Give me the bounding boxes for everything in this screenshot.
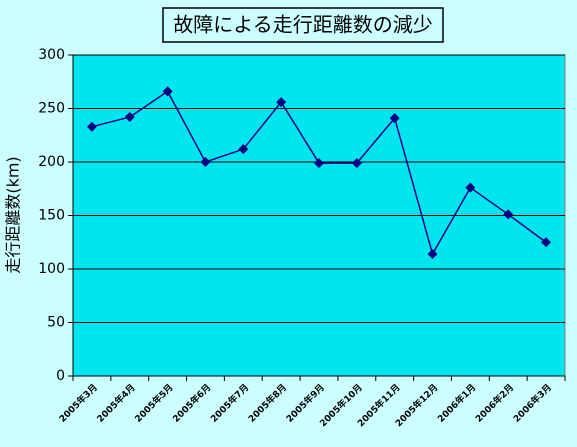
y-tick-label: 100 xyxy=(38,261,65,277)
title-box xyxy=(162,7,444,43)
marker xyxy=(124,112,135,123)
marker xyxy=(389,113,400,124)
y-tick-label: 0 xyxy=(56,368,65,384)
marker xyxy=(200,157,211,167)
y-axis-label: 走行距離数(km) xyxy=(4,156,23,273)
marker xyxy=(314,158,324,169)
marker xyxy=(351,158,362,169)
y-tick-label: 200 xyxy=(38,154,65,170)
chart-title: 故障による走行距離数の減少 xyxy=(173,13,432,37)
marker xyxy=(503,209,514,220)
marker xyxy=(238,144,249,155)
marker xyxy=(465,182,476,193)
marker xyxy=(276,97,287,108)
y-tick-label: 150 xyxy=(38,208,65,224)
marker xyxy=(541,237,552,248)
marker xyxy=(86,121,97,132)
y-tick-label: 300 xyxy=(38,47,65,63)
y-tick-label: 250 xyxy=(38,101,65,117)
marker xyxy=(162,86,173,97)
marker xyxy=(427,249,438,260)
y-tick-label: 50 xyxy=(47,315,65,331)
